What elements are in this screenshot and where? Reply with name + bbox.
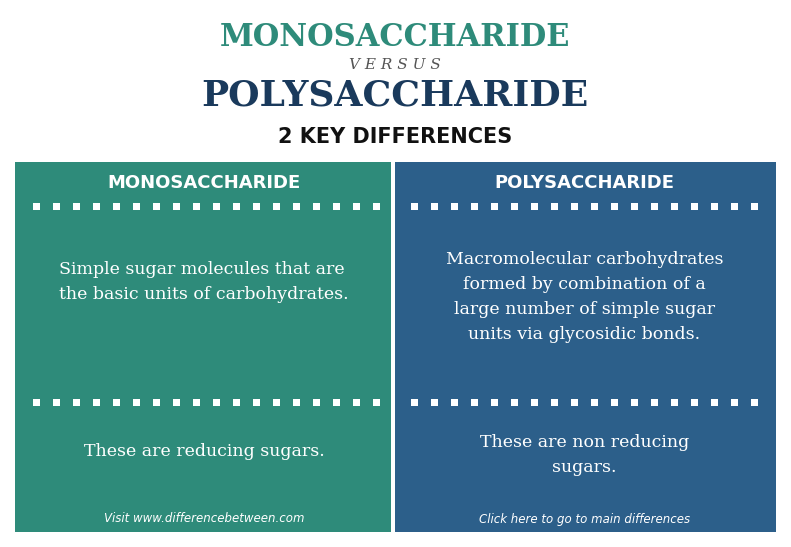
FancyBboxPatch shape: [691, 202, 698, 210]
FancyBboxPatch shape: [751, 202, 758, 210]
Text: These are non reducing
sugars.: These are non reducing sugars.: [480, 434, 689, 476]
FancyBboxPatch shape: [53, 202, 60, 210]
FancyBboxPatch shape: [551, 202, 558, 210]
FancyBboxPatch shape: [133, 399, 140, 405]
FancyBboxPatch shape: [213, 399, 220, 405]
Text: V E R S U S: V E R S U S: [349, 58, 441, 72]
FancyBboxPatch shape: [133, 202, 140, 210]
FancyBboxPatch shape: [273, 202, 280, 210]
FancyBboxPatch shape: [711, 399, 718, 405]
FancyBboxPatch shape: [511, 202, 518, 210]
FancyBboxPatch shape: [73, 399, 80, 405]
FancyBboxPatch shape: [153, 399, 160, 405]
FancyBboxPatch shape: [233, 399, 240, 405]
Text: MONOSACCHARIDE: MONOSACCHARIDE: [108, 174, 301, 192]
FancyBboxPatch shape: [313, 399, 320, 405]
FancyBboxPatch shape: [431, 399, 438, 405]
FancyBboxPatch shape: [591, 399, 598, 405]
FancyBboxPatch shape: [93, 399, 100, 405]
FancyBboxPatch shape: [491, 399, 498, 405]
FancyBboxPatch shape: [173, 202, 180, 210]
FancyBboxPatch shape: [571, 202, 578, 210]
FancyBboxPatch shape: [511, 399, 518, 405]
FancyBboxPatch shape: [491, 202, 498, 210]
FancyBboxPatch shape: [213, 202, 220, 210]
FancyBboxPatch shape: [373, 399, 380, 405]
Text: POLYSACCHARIDE: POLYSACCHARIDE: [202, 78, 589, 112]
Text: Visit www.differencebetween.com: Visit www.differencebetween.com: [104, 513, 305, 526]
FancyBboxPatch shape: [293, 399, 300, 405]
FancyBboxPatch shape: [353, 399, 360, 405]
FancyBboxPatch shape: [531, 202, 538, 210]
FancyBboxPatch shape: [411, 202, 418, 210]
FancyBboxPatch shape: [591, 202, 598, 210]
FancyBboxPatch shape: [671, 202, 678, 210]
FancyBboxPatch shape: [411, 399, 418, 405]
FancyBboxPatch shape: [611, 202, 618, 210]
FancyBboxPatch shape: [253, 202, 260, 210]
Text: Macromolecular carbohydrates
formed by combination of a
large number of simple s: Macromolecular carbohydrates formed by c…: [446, 251, 723, 343]
FancyBboxPatch shape: [551, 399, 558, 405]
FancyBboxPatch shape: [253, 399, 260, 405]
FancyBboxPatch shape: [333, 202, 340, 210]
FancyBboxPatch shape: [751, 399, 758, 405]
FancyBboxPatch shape: [611, 399, 618, 405]
FancyBboxPatch shape: [273, 399, 280, 405]
FancyBboxPatch shape: [193, 399, 200, 405]
FancyBboxPatch shape: [33, 202, 40, 210]
FancyBboxPatch shape: [353, 202, 360, 210]
FancyBboxPatch shape: [395, 162, 776, 532]
FancyBboxPatch shape: [373, 202, 380, 210]
FancyBboxPatch shape: [113, 202, 120, 210]
FancyBboxPatch shape: [731, 399, 738, 405]
Text: Click here to go to main differences: Click here to go to main differences: [479, 513, 690, 526]
FancyBboxPatch shape: [33, 399, 40, 405]
FancyBboxPatch shape: [711, 202, 718, 210]
FancyBboxPatch shape: [451, 399, 458, 405]
FancyBboxPatch shape: [93, 202, 100, 210]
FancyBboxPatch shape: [451, 202, 458, 210]
FancyBboxPatch shape: [731, 202, 738, 210]
FancyBboxPatch shape: [173, 399, 180, 405]
FancyBboxPatch shape: [113, 399, 120, 405]
FancyBboxPatch shape: [631, 202, 638, 210]
FancyBboxPatch shape: [313, 202, 320, 210]
FancyBboxPatch shape: [651, 399, 658, 405]
FancyBboxPatch shape: [691, 399, 698, 405]
Text: POLYSACCHARIDE: POLYSACCHARIDE: [494, 174, 675, 192]
FancyBboxPatch shape: [293, 202, 300, 210]
Text: Simple sugar molecules that are
the basic units of carbohydrates.: Simple sugar molecules that are the basi…: [59, 261, 349, 303]
FancyBboxPatch shape: [53, 399, 60, 405]
FancyBboxPatch shape: [73, 202, 80, 210]
FancyBboxPatch shape: [571, 399, 578, 405]
FancyBboxPatch shape: [531, 399, 538, 405]
FancyBboxPatch shape: [651, 202, 658, 210]
Text: 2 KEY DIFFERENCES: 2 KEY DIFFERENCES: [278, 127, 512, 147]
FancyBboxPatch shape: [153, 202, 160, 210]
FancyBboxPatch shape: [233, 202, 240, 210]
FancyBboxPatch shape: [193, 202, 200, 210]
FancyBboxPatch shape: [431, 202, 438, 210]
FancyBboxPatch shape: [671, 399, 678, 405]
FancyBboxPatch shape: [471, 399, 478, 405]
FancyBboxPatch shape: [471, 202, 478, 210]
Text: MONOSACCHARIDE: MONOSACCHARIDE: [220, 21, 570, 53]
Text: These are reducing sugars.: These are reducing sugars.: [84, 444, 324, 461]
FancyBboxPatch shape: [333, 399, 340, 405]
FancyBboxPatch shape: [15, 162, 391, 532]
FancyBboxPatch shape: [631, 399, 638, 405]
